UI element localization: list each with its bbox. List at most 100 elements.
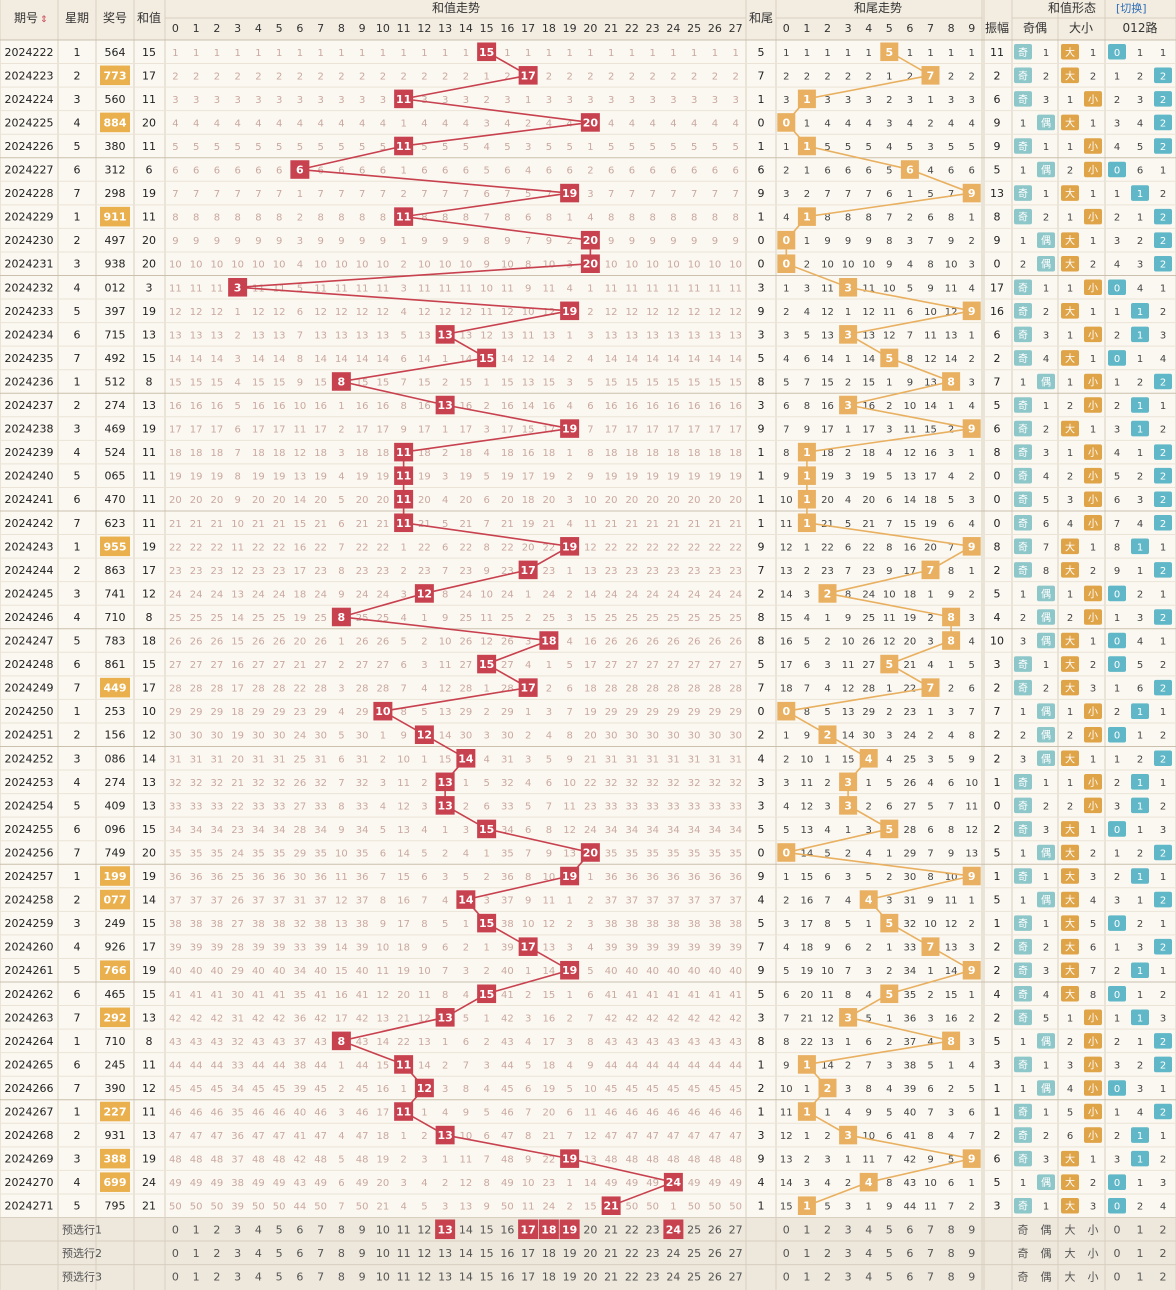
- preselect-form-cell[interactable]: 偶: [1041, 1247, 1052, 1260]
- preselect-sum-cell[interactable]: 24: [666, 1270, 680, 1283]
- preselect-form-cell[interactable]: 1: [1137, 1270, 1144, 1283]
- preselect-form-cell[interactable]: 大: [1065, 1222, 1076, 1236]
- preselect-sum-cell[interactable]: 19: [563, 1247, 577, 1260]
- preselect-sum-cell[interactable]: 8: [338, 1223, 345, 1236]
- preselect-form-cell[interactable]: 偶: [1041, 1223, 1052, 1236]
- preselect-sum-cell[interactable]: 1: [193, 1247, 200, 1260]
- preselect-form-cell[interactable]: 奇: [1018, 1270, 1029, 1283]
- preselect-form-cell[interactable]: 大: [1065, 1269, 1076, 1283]
- preselect-form-cell[interactable]: 2: [1160, 1223, 1167, 1236]
- preselect-sum-cell[interactable]: 16: [500, 1270, 514, 1283]
- preselect-sum-cell[interactable]: 12: [417, 1270, 431, 1283]
- preselect-sum-cell[interactable]: 8: [338, 1247, 345, 1260]
- preselect-sum-cell[interactable]: 16: [500, 1223, 514, 1236]
- preselect-tail-cell[interactable]: 6: [906, 1247, 913, 1260]
- preselect-tail-cell[interactable]: 8: [948, 1270, 955, 1283]
- preselect-tail-cell[interactable]: 7: [927, 1270, 934, 1283]
- preselect-row[interactable]: 预选行2 0 1 2 3 4 5 6 7 8 9 10 11 12 13 14 15 16 17 18 19 20 21 22…: [0, 1240, 1176, 1260]
- preselect-sum-cell[interactable]: 10: [376, 1247, 390, 1260]
- preselect-sum-cell[interactable]: 27: [729, 1223, 743, 1236]
- preselect-tail-cell[interactable]: 0: [783, 1247, 790, 1260]
- preselect-form-cell[interactable]: 小: [1088, 1270, 1099, 1283]
- preselect-sum-cell[interactable]: 21: [604, 1270, 618, 1283]
- preselect-sum-cell[interactable]: 20: [583, 1223, 597, 1236]
- preselect-sum-cell[interactable]: 2: [213, 1223, 220, 1236]
- preselect-sum-cell[interactable]: 9: [359, 1247, 366, 1260]
- preselect-sum-cell[interactable]: 17: [521, 1270, 535, 1283]
- preselect-sum-cell[interactable]: 12: [417, 1247, 431, 1260]
- preselect-tail-cell[interactable]: 3: [845, 1270, 852, 1283]
- preselect-sum-cell[interactable]: 23: [646, 1270, 660, 1283]
- preselect-sum-cell[interactable]: 11: [397, 1247, 411, 1260]
- preselect-sum-cell[interactable]: 1: [193, 1270, 200, 1283]
- preselect-hit[interactable]: [538, 1219, 559, 1240]
- preselect-form-cell[interactable]: 奇: [1018, 1247, 1029, 1260]
- preselect-tail-cell[interactable]: 3: [845, 1223, 852, 1236]
- preselect-tail-cell[interactable]: 2: [824, 1247, 831, 1260]
- preselect-sum-cell[interactable]: 27: [729, 1270, 743, 1283]
- preselect-tail-cell[interactable]: 7: [927, 1247, 934, 1260]
- preselect-hit[interactable]: [559, 1219, 580, 1240]
- preselect-tail-cell[interactable]: 2: [824, 1270, 831, 1283]
- preselect-tail-cell[interactable]: 7: [927, 1223, 934, 1236]
- preselect-form-cell[interactable]: 小: [1088, 1223, 1099, 1236]
- preselect-sum-cell[interactable]: 13: [438, 1247, 452, 1260]
- preselect-form-cell[interactable]: 小: [1088, 1247, 1099, 1260]
- preselect-sum-cell[interactable]: 12: [417, 1223, 431, 1236]
- preselect-tail-cell[interactable]: 3: [845, 1247, 852, 1260]
- preselect-tail-cell[interactable]: 1: [803, 1223, 810, 1236]
- preselect-form-cell[interactable]: 大: [1065, 1246, 1076, 1260]
- preselect-form-cell[interactable]: 0: [1114, 1247, 1121, 1260]
- sort-icon[interactable]: ⇕: [40, 15, 48, 25]
- preselect-sum-cell[interactable]: 22: [625, 1223, 639, 1236]
- preselect-tail-cell[interactable]: 5: [886, 1223, 893, 1236]
- preselect-sum-cell[interactable]: 11: [397, 1223, 411, 1236]
- preselect-form-cell[interactable]: 2: [1160, 1247, 1167, 1260]
- preselect-tail-cell[interactable]: 9: [968, 1247, 975, 1260]
- preselect-sum-cell[interactable]: 25: [687, 1223, 701, 1236]
- preselect-sum-cell[interactable]: 24: [666, 1247, 680, 1260]
- preselect-tail-cell[interactable]: 9: [968, 1223, 975, 1236]
- preselect-tail-cell[interactable]: 8: [948, 1223, 955, 1236]
- preselect-hit[interactable]: [518, 1219, 539, 1240]
- preselect-sum-cell[interactable]: 14: [459, 1223, 473, 1236]
- preselect-form-cell[interactable]: 0: [1114, 1223, 1121, 1236]
- preselect-sum-cell[interactable]: 6: [296, 1270, 303, 1283]
- preselect-form-cell[interactable]: 1: [1137, 1223, 1144, 1236]
- preselect-sum-cell[interactable]: 27: [729, 1247, 743, 1260]
- preselect-sum-cell[interactable]: 15: [480, 1223, 494, 1236]
- preselect-hit[interactable]: [435, 1219, 456, 1240]
- preselect-sum-cell[interactable]: 7: [317, 1247, 324, 1260]
- preselect-sum-cell[interactable]: 16: [500, 1247, 514, 1260]
- preselect-sum-cell[interactable]: 4: [255, 1270, 262, 1283]
- preselect-sum-cell[interactable]: 26: [708, 1270, 722, 1283]
- preselect-sum-cell[interactable]: 23: [646, 1223, 660, 1236]
- preselect-form-cell[interactable]: 2: [1160, 1270, 1167, 1283]
- preselect-sum-cell[interactable]: 9: [359, 1223, 366, 1236]
- preselect-tail-cell[interactable]: 1: [803, 1270, 810, 1283]
- preselect-form-cell[interactable]: 偶: [1041, 1270, 1052, 1283]
- preselect-hit[interactable]: [663, 1219, 684, 1240]
- preselect-tail-cell[interactable]: 4: [865, 1223, 872, 1236]
- preselect-tail-cell[interactable]: 5: [886, 1247, 893, 1260]
- preselect-sum-cell[interactable]: 15: [480, 1270, 494, 1283]
- preselect-sum-cell[interactable]: 13: [437, 1223, 452, 1236]
- preselect-tail-cell[interactable]: 1: [803, 1247, 810, 1260]
- preselect-row[interactable]: 预选行1 0 1 2 3 4 5 6 7 8 9 10 11 12 13 14 15 16 17 18 19 20 21 22…: [0, 1217, 1176, 1240]
- preselect-sum-cell[interactable]: 0: [172, 1247, 179, 1260]
- preselect-tail-cell[interactable]: 9: [968, 1270, 975, 1283]
- preselect-sum-cell[interactable]: 6: [296, 1247, 303, 1260]
- preselect-tail-cell[interactable]: 8: [948, 1247, 955, 1260]
- preselect-tail-cell[interactable]: 2: [824, 1223, 831, 1236]
- preselect-sum-cell[interactable]: 4: [255, 1223, 262, 1236]
- preselect-sum-cell[interactable]: 23: [646, 1247, 660, 1260]
- preselect-sum-cell[interactable]: 21: [604, 1223, 618, 1236]
- preselect-sum-cell[interactable]: 3: [234, 1247, 241, 1260]
- preselect-sum-cell[interactable]: 8: [338, 1270, 345, 1283]
- preselect-sum-cell[interactable]: 10: [376, 1270, 390, 1283]
- preselect-tail-cell[interactable]: 4: [865, 1270, 872, 1283]
- preselect-sum-cell[interactable]: 2: [213, 1270, 220, 1283]
- preselect-tail-cell[interactable]: 0: [783, 1270, 790, 1283]
- preselect-sum-cell[interactable]: 20: [583, 1247, 597, 1260]
- preselect-sum-cell[interactable]: 25: [687, 1247, 701, 1260]
